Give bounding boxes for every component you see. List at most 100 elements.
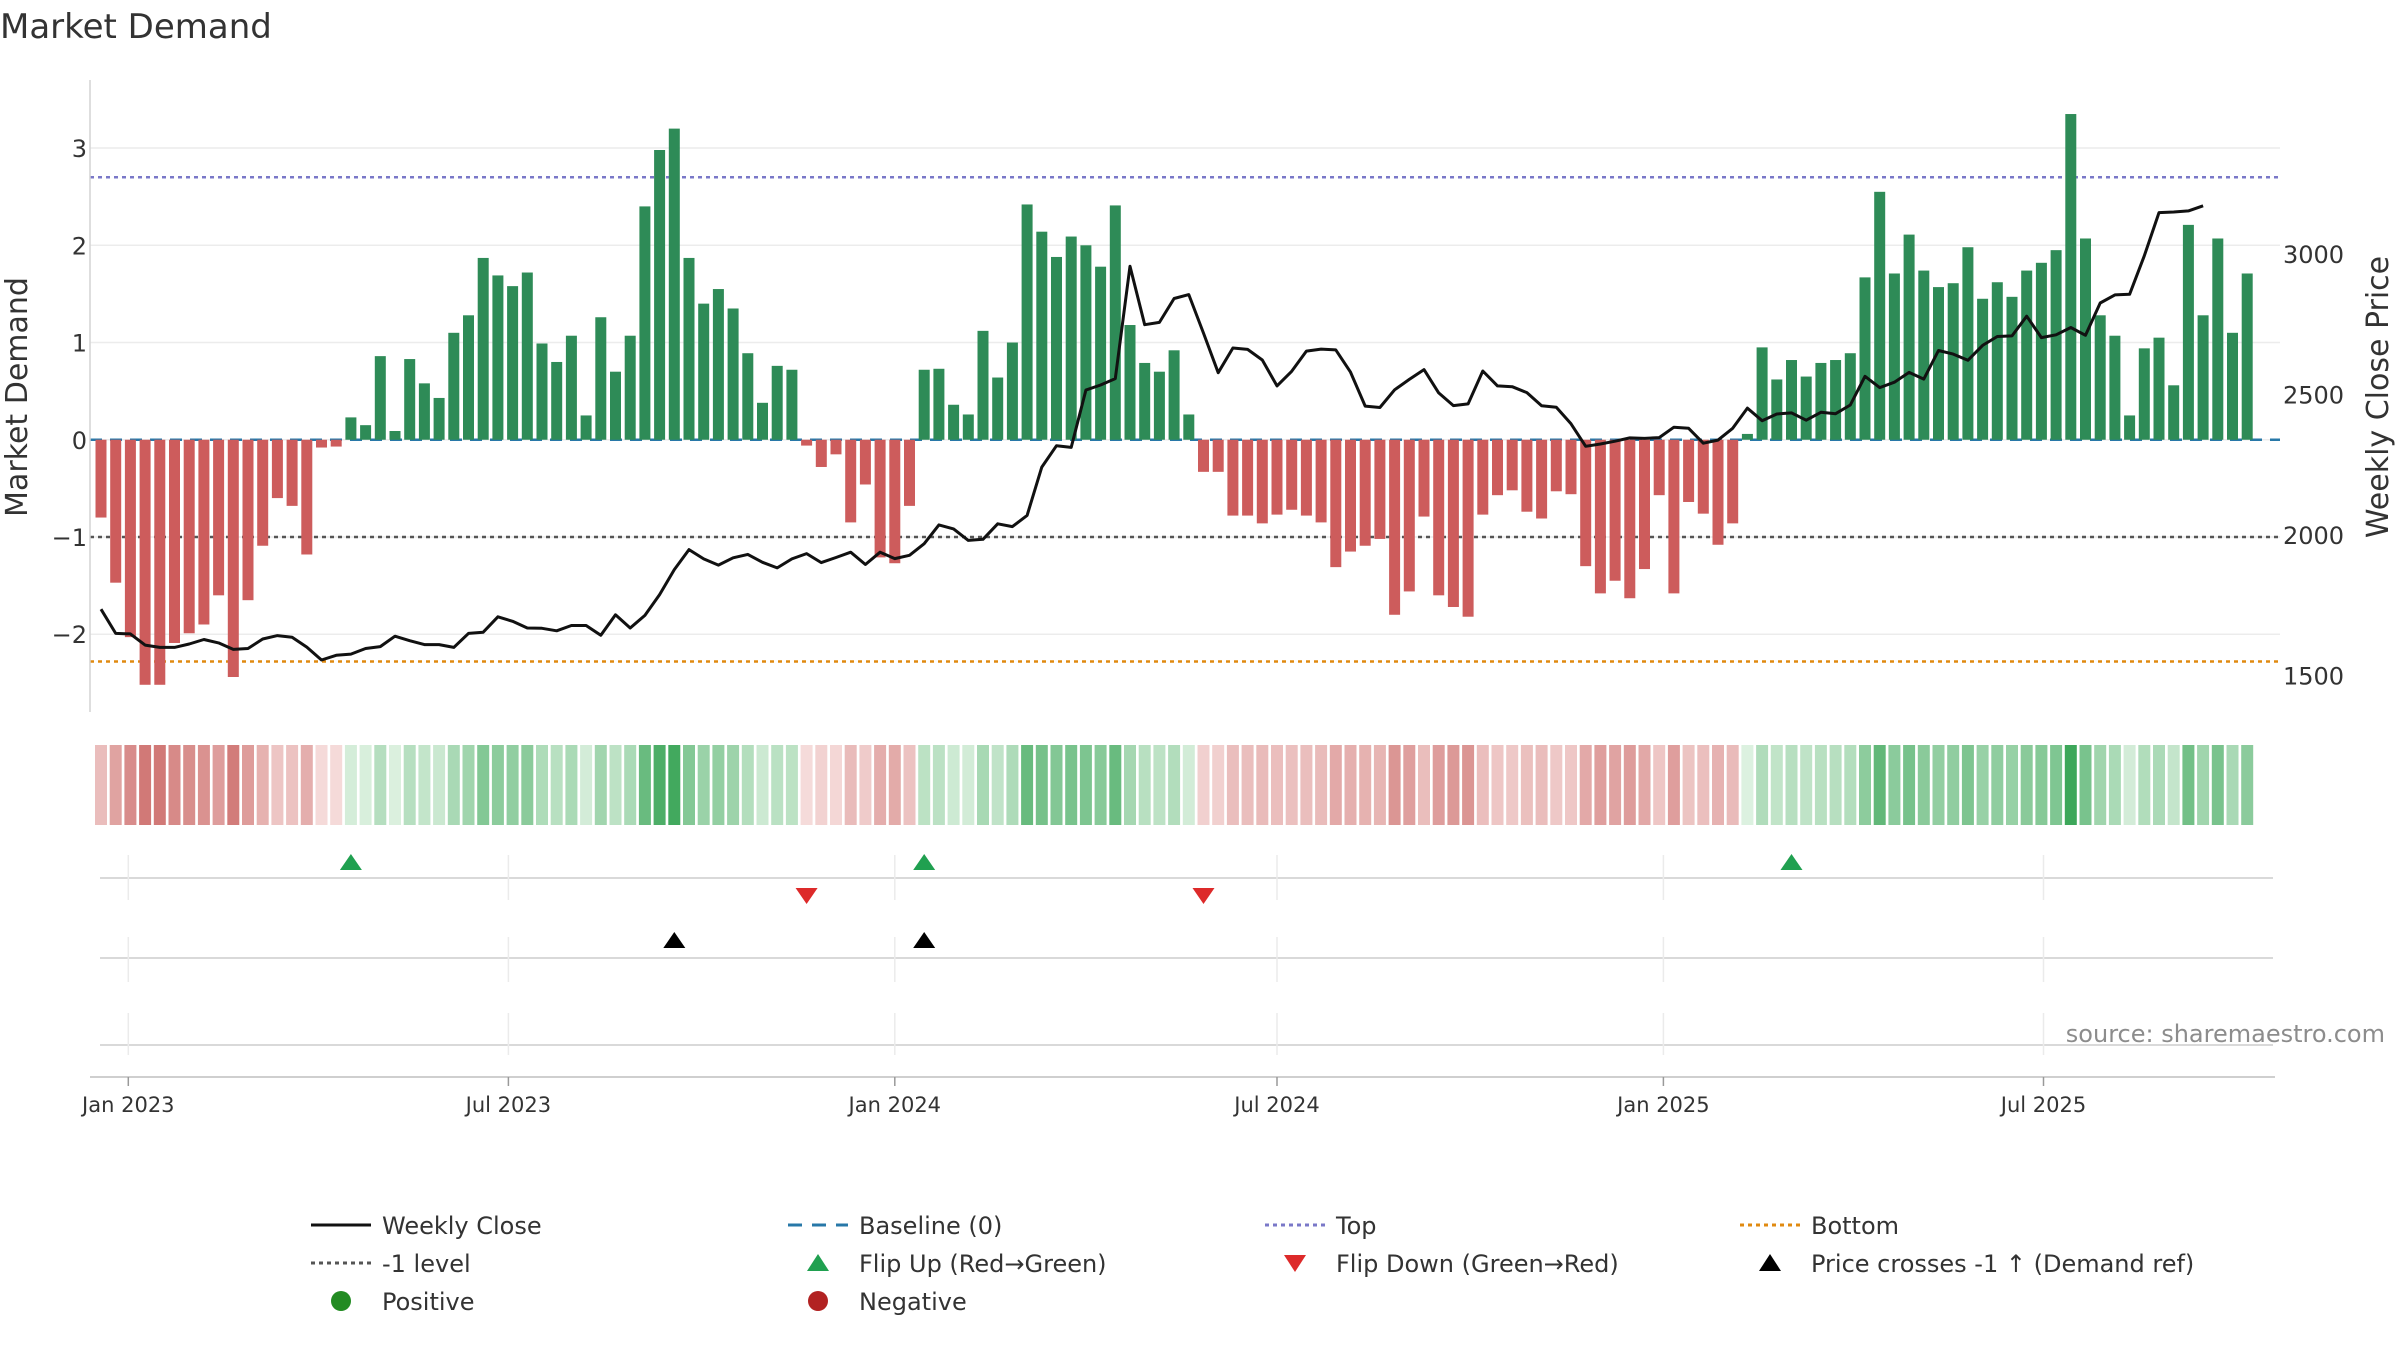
demand-bar: [1506, 439, 1518, 491]
demand-bar: [418, 383, 430, 440]
heat-cell: [1844, 745, 1857, 825]
demand-bar: [2168, 385, 2180, 440]
demand-bar: [1315, 439, 1327, 523]
demand-bar: [801, 439, 813, 446]
demand-bar: [1536, 439, 1548, 519]
demand-bar: [933, 368, 945, 440]
heat-cell: [536, 745, 548, 825]
demand-bar: [1065, 236, 1077, 440]
demand-bar: [624, 335, 636, 440]
heat-cell: [1947, 745, 1960, 825]
heat-cell: [271, 745, 284, 825]
heat-cell: [668, 745, 681, 825]
heat-cell: [183, 745, 196, 825]
demand-bar: [2227, 332, 2238, 440]
demand-bar: [1080, 245, 1092, 440]
demand-bar: [815, 439, 827, 467]
demand-bar: [433, 397, 445, 440]
heat-cell: [1094, 745, 1107, 825]
heat-cell: [1109, 745, 1122, 825]
heat-cell: [2108, 745, 2121, 825]
heat-cell: [124, 745, 137, 825]
demand-bar: [1756, 347, 1768, 440]
demand-bar: [1786, 360, 1797, 440]
weekly-close-line: [99, 204, 2204, 662]
heat-cell: [462, 745, 475, 825]
demand-bar: [698, 303, 710, 440]
heat-cell: [2153, 745, 2165, 825]
heat-cell: [918, 745, 931, 825]
demand-bar: [1580, 439, 1592, 567]
legend-label: Baseline (0): [859, 1212, 1002, 1240]
heat-cell: [1447, 745, 1460, 825]
demand-bar: [1859, 277, 1871, 440]
demand-bar: [1565, 439, 1577, 495]
heat-cell: [1859, 745, 1871, 825]
heat-cell: [1903, 745, 1916, 825]
demand-bar: [154, 439, 166, 685]
heat-cell: [771, 745, 784, 825]
demand-bar: [389, 431, 401, 440]
demand-bar: [1212, 439, 1224, 472]
heat-cell: [1035, 745, 1048, 825]
heat-cell: [683, 745, 695, 825]
heat-cell: [1462, 745, 1475, 825]
heat-cell: [962, 745, 975, 825]
demand-bar: [1492, 439, 1503, 496]
demand-bar: [904, 439, 915, 506]
demand-bar: [1933, 287, 1944, 440]
heat-cell: [1403, 745, 1416, 825]
y-axis-title: Market Demand: [0, 277, 35, 517]
heat-cell: [1609, 745, 1622, 825]
demand-bar: [2138, 348, 2150, 440]
demand-bar: [2094, 315, 2106, 440]
demand-bar: [1183, 414, 1195, 440]
demand-bar: [1345, 439, 1356, 552]
heat-cell: [638, 745, 651, 825]
heat-cell: [359, 745, 372, 825]
demand-bar: [1124, 325, 1136, 440]
y2-tick-label: 1500: [2283, 662, 2344, 690]
x-tick-label: Jul 2023: [464, 1093, 551, 1117]
demand-bar: [1550, 439, 1562, 492]
demand-bar: [1242, 439, 1254, 516]
heat-cell: [1315, 745, 1328, 825]
demand-bar: [1095, 266, 1107, 440]
heat-cell: [168, 745, 181, 825]
demand-bar: [404, 359, 416, 440]
demand-bar: [2006, 296, 2018, 440]
heat-cell: [2167, 745, 2180, 825]
heat-cell: [1226, 745, 1239, 825]
demand-bar: [595, 317, 607, 440]
demand-bar: [286, 439, 298, 506]
heat-cell: [2006, 745, 2018, 825]
heat-cell: [624, 745, 637, 825]
demand-bar: [2182, 224, 2194, 440]
heat-cell: [1329, 745, 1342, 825]
heat-cell: [2211, 745, 2224, 825]
legend-swatch: [1759, 1254, 1781, 1271]
demand-bar: [1668, 439, 1680, 594]
demand-bar: [1330, 439, 1342, 568]
demand-bar: [1815, 362, 1827, 440]
demand-bar: [139, 439, 151, 685]
demand-heat-strip: [95, 745, 2254, 825]
demand-bar: [2124, 415, 2136, 440]
heat-cell: [1285, 745, 1298, 825]
demand-bar: [110, 439, 122, 583]
heat-cell: [1182, 745, 1195, 825]
demand-bar: [1051, 256, 1062, 440]
heat-cell: [1271, 745, 1283, 825]
date-axis: Jan 2023 Jul 2023 Jan 2024 Jul 2024 Jan 2025…: [80, 1076, 2275, 1117]
heat-cell: [300, 745, 313, 825]
demand-bar: [1903, 234, 1915, 440]
demand-bar: [580, 415, 592, 440]
heat-cell: [859, 745, 872, 825]
demand-bar: [198, 439, 210, 625]
demand-bar: [1447, 439, 1459, 607]
heat-cell: [947, 745, 960, 825]
heat-cell: [447, 745, 460, 825]
demand-bar: [551, 361, 563, 440]
y-tick-label: −1: [52, 524, 87, 552]
